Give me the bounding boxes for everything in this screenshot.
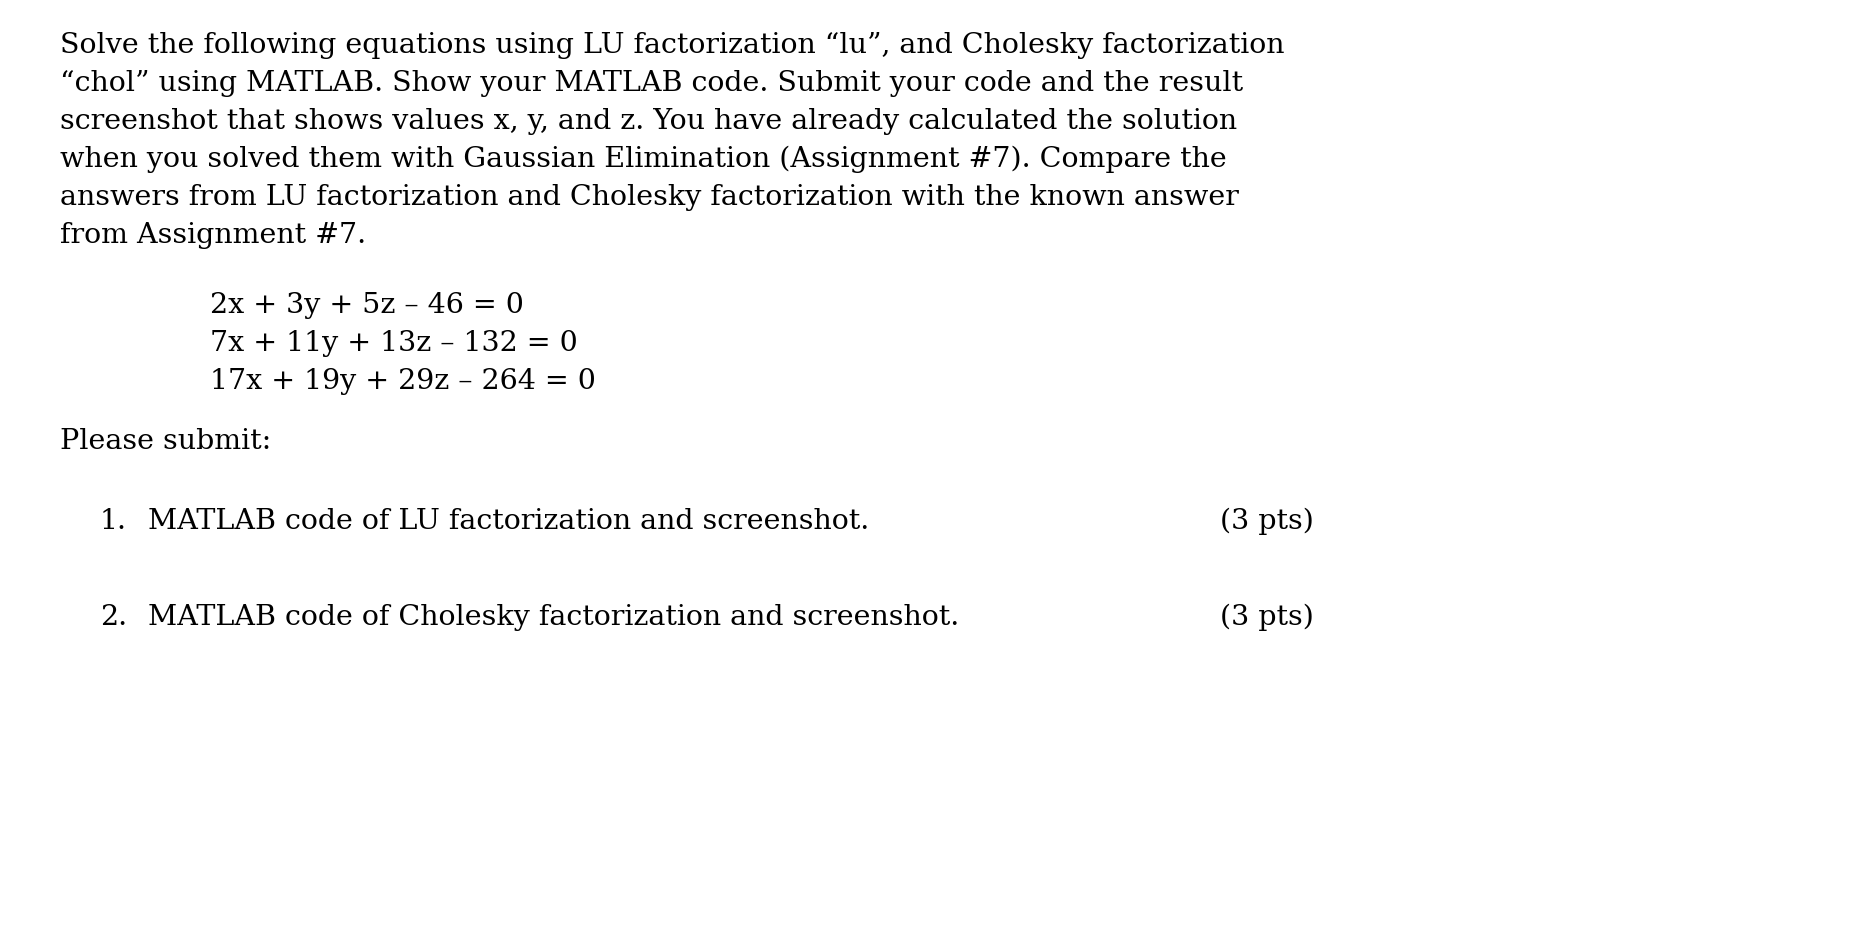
Text: Solve the following equations using LU factorization “lu”, and Cholesky factoriz: Solve the following equations using LU f… (60, 32, 1285, 59)
Text: (3 pts): (3 pts) (1220, 507, 1313, 535)
Text: 2.: 2. (100, 604, 126, 630)
Text: “chol” using MATLAB. Show your MATLAB code. Submit your code and the result: “chol” using MATLAB. Show your MATLAB co… (60, 69, 1242, 97)
Text: 17x + 19y + 29z – 264 = 0: 17x + 19y + 29z – 264 = 0 (210, 367, 595, 394)
Text: screenshot that shows values x, y, and z. You have already calculated the soluti: screenshot that shows values x, y, and z… (60, 108, 1237, 135)
Text: MATLAB code of LU factorization and screenshot.: MATLAB code of LU factorization and scre… (149, 507, 869, 534)
Text: 1.: 1. (100, 507, 126, 534)
Text: Please submit:: Please submit: (60, 427, 272, 454)
Text: when you solved them with Gaussian Elimination (Assignment #7). Compare the: when you solved them with Gaussian Elimi… (60, 146, 1228, 173)
Text: (3 pts): (3 pts) (1220, 604, 1313, 630)
Text: MATLAB code of Cholesky factorization and screenshot.: MATLAB code of Cholesky factorization an… (149, 604, 960, 630)
Text: 7x + 11y + 13z – 132 = 0: 7x + 11y + 13z – 132 = 0 (210, 329, 578, 357)
Text: 2x + 3y + 5z – 46 = 0: 2x + 3y + 5z – 46 = 0 (210, 291, 525, 319)
Text: from Assignment #7.: from Assignment #7. (60, 222, 366, 248)
Text: answers from LU factorization and Cholesky factorization with the known answer: answers from LU factorization and Choles… (60, 184, 1239, 210)
